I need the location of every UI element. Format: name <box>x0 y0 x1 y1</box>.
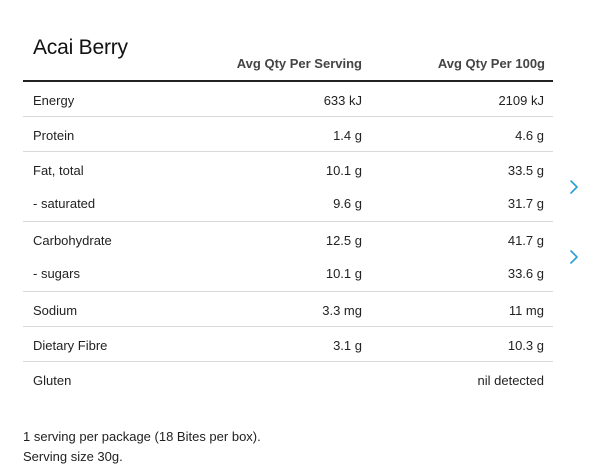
serving-info: 1 serving per package (18 Bites per box)… <box>23 427 261 467</box>
table-row-energy: Energy 633 kJ 2109 kJ <box>23 82 553 117</box>
chevron-right-icon[interactable] <box>567 178 581 196</box>
per-100g-value: 31.7 g <box>507 196 544 211</box>
table-row-protein: Protein 1.4 g 4.6 g <box>23 117 553 152</box>
chevron-right-icon[interactable] <box>567 248 581 266</box>
table-row: Sodium 3.3 mg 11 mg <box>23 292 553 326</box>
nutrient-label: Sodium <box>33 303 78 318</box>
table-group-carbohydrate[interactable]: Carbohydrate 12.5 g 41.7 g - sugars 10.1… <box>23 222 578 292</box>
per-serving-value: 10.1 g <box>325 266 362 281</box>
table-row: - saturated 9.6 g 31.7 g <box>23 186 553 221</box>
nutrition-table: Energy 633 kJ 2109 kJ Protein 1.4 g 4.6 … <box>23 80 578 396</box>
per-serving-value: 633 kJ <box>323 93 362 108</box>
nutrient-label: Dietary Fibre <box>33 338 108 353</box>
nutrient-label: Fat, total <box>33 163 84 178</box>
servings-per-package-text: 1 serving per package (18 Bites per box)… <box>23 429 261 444</box>
nutrient-sublabel: - sugars <box>33 266 80 281</box>
per-serving-value: 10.1 g <box>325 163 362 178</box>
table-row: - sugars 10.1 g 33.6 g <box>23 256 553 291</box>
column-header-per-serving: Avg Qty Per Serving <box>236 56 362 71</box>
table-row: Energy 633 kJ 2109 kJ <box>23 82 553 116</box>
table-row-dietary-fibre: Dietary Fibre 3.1 g 10.3 g <box>23 327 553 362</box>
per-serving-value: 3.3 mg <box>322 303 362 318</box>
nutrient-label: Protein <box>33 128 75 143</box>
per-100g-value: 33.6 g <box>507 266 544 281</box>
per-100g-value: 11 mg <box>508 303 544 318</box>
nutrient-label: Gluten <box>33 373 72 388</box>
nutrient-sublabel: - saturated <box>33 196 96 211</box>
per-100g-value: 2109 kJ <box>498 93 544 108</box>
table-row-gluten: Gluten nil detected <box>23 362 553 396</box>
product-title: Acai Berry <box>33 36 128 59</box>
per-serving-value: 3.1 g <box>333 338 362 353</box>
per-serving-value: 1.4 g <box>333 128 362 143</box>
per-serving-value: 12.5 g <box>325 233 362 248</box>
per-serving-value: 9.6 g <box>333 196 362 211</box>
per-100g-value: 4.6 g <box>515 128 544 143</box>
nutrient-label: Energy <box>33 93 75 108</box>
table-row: Fat, total 10.1 g 33.5 g <box>23 152 553 186</box>
per-100g-value: nil detected <box>477 373 545 388</box>
per-100g-value: 33.5 g <box>507 163 544 178</box>
table-row: Carbohydrate 12.5 g 41.7 g <box>23 222 553 256</box>
table-row: Protein 1.4 g 4.6 g <box>23 117 553 151</box>
table-row-sodium: Sodium 3.3 mg 11 mg <box>23 292 553 327</box>
nutrient-label: Carbohydrate <box>33 233 112 248</box>
per-100g-value: 10.3 g <box>507 338 544 353</box>
column-header-per-100g: Avg Qty Per 100g <box>437 56 545 71</box>
per-100g-value: 41.7 g <box>507 233 544 248</box>
table-row: Gluten nil detected <box>23 362 553 396</box>
table-row: Dietary Fibre 3.1 g 10.3 g <box>23 327 553 361</box>
table-group-fat[interactable]: Fat, total 10.1 g 33.5 g - saturated 9.6… <box>23 152 578 222</box>
serving-size-text: Serving size 30g. <box>23 449 123 464</box>
